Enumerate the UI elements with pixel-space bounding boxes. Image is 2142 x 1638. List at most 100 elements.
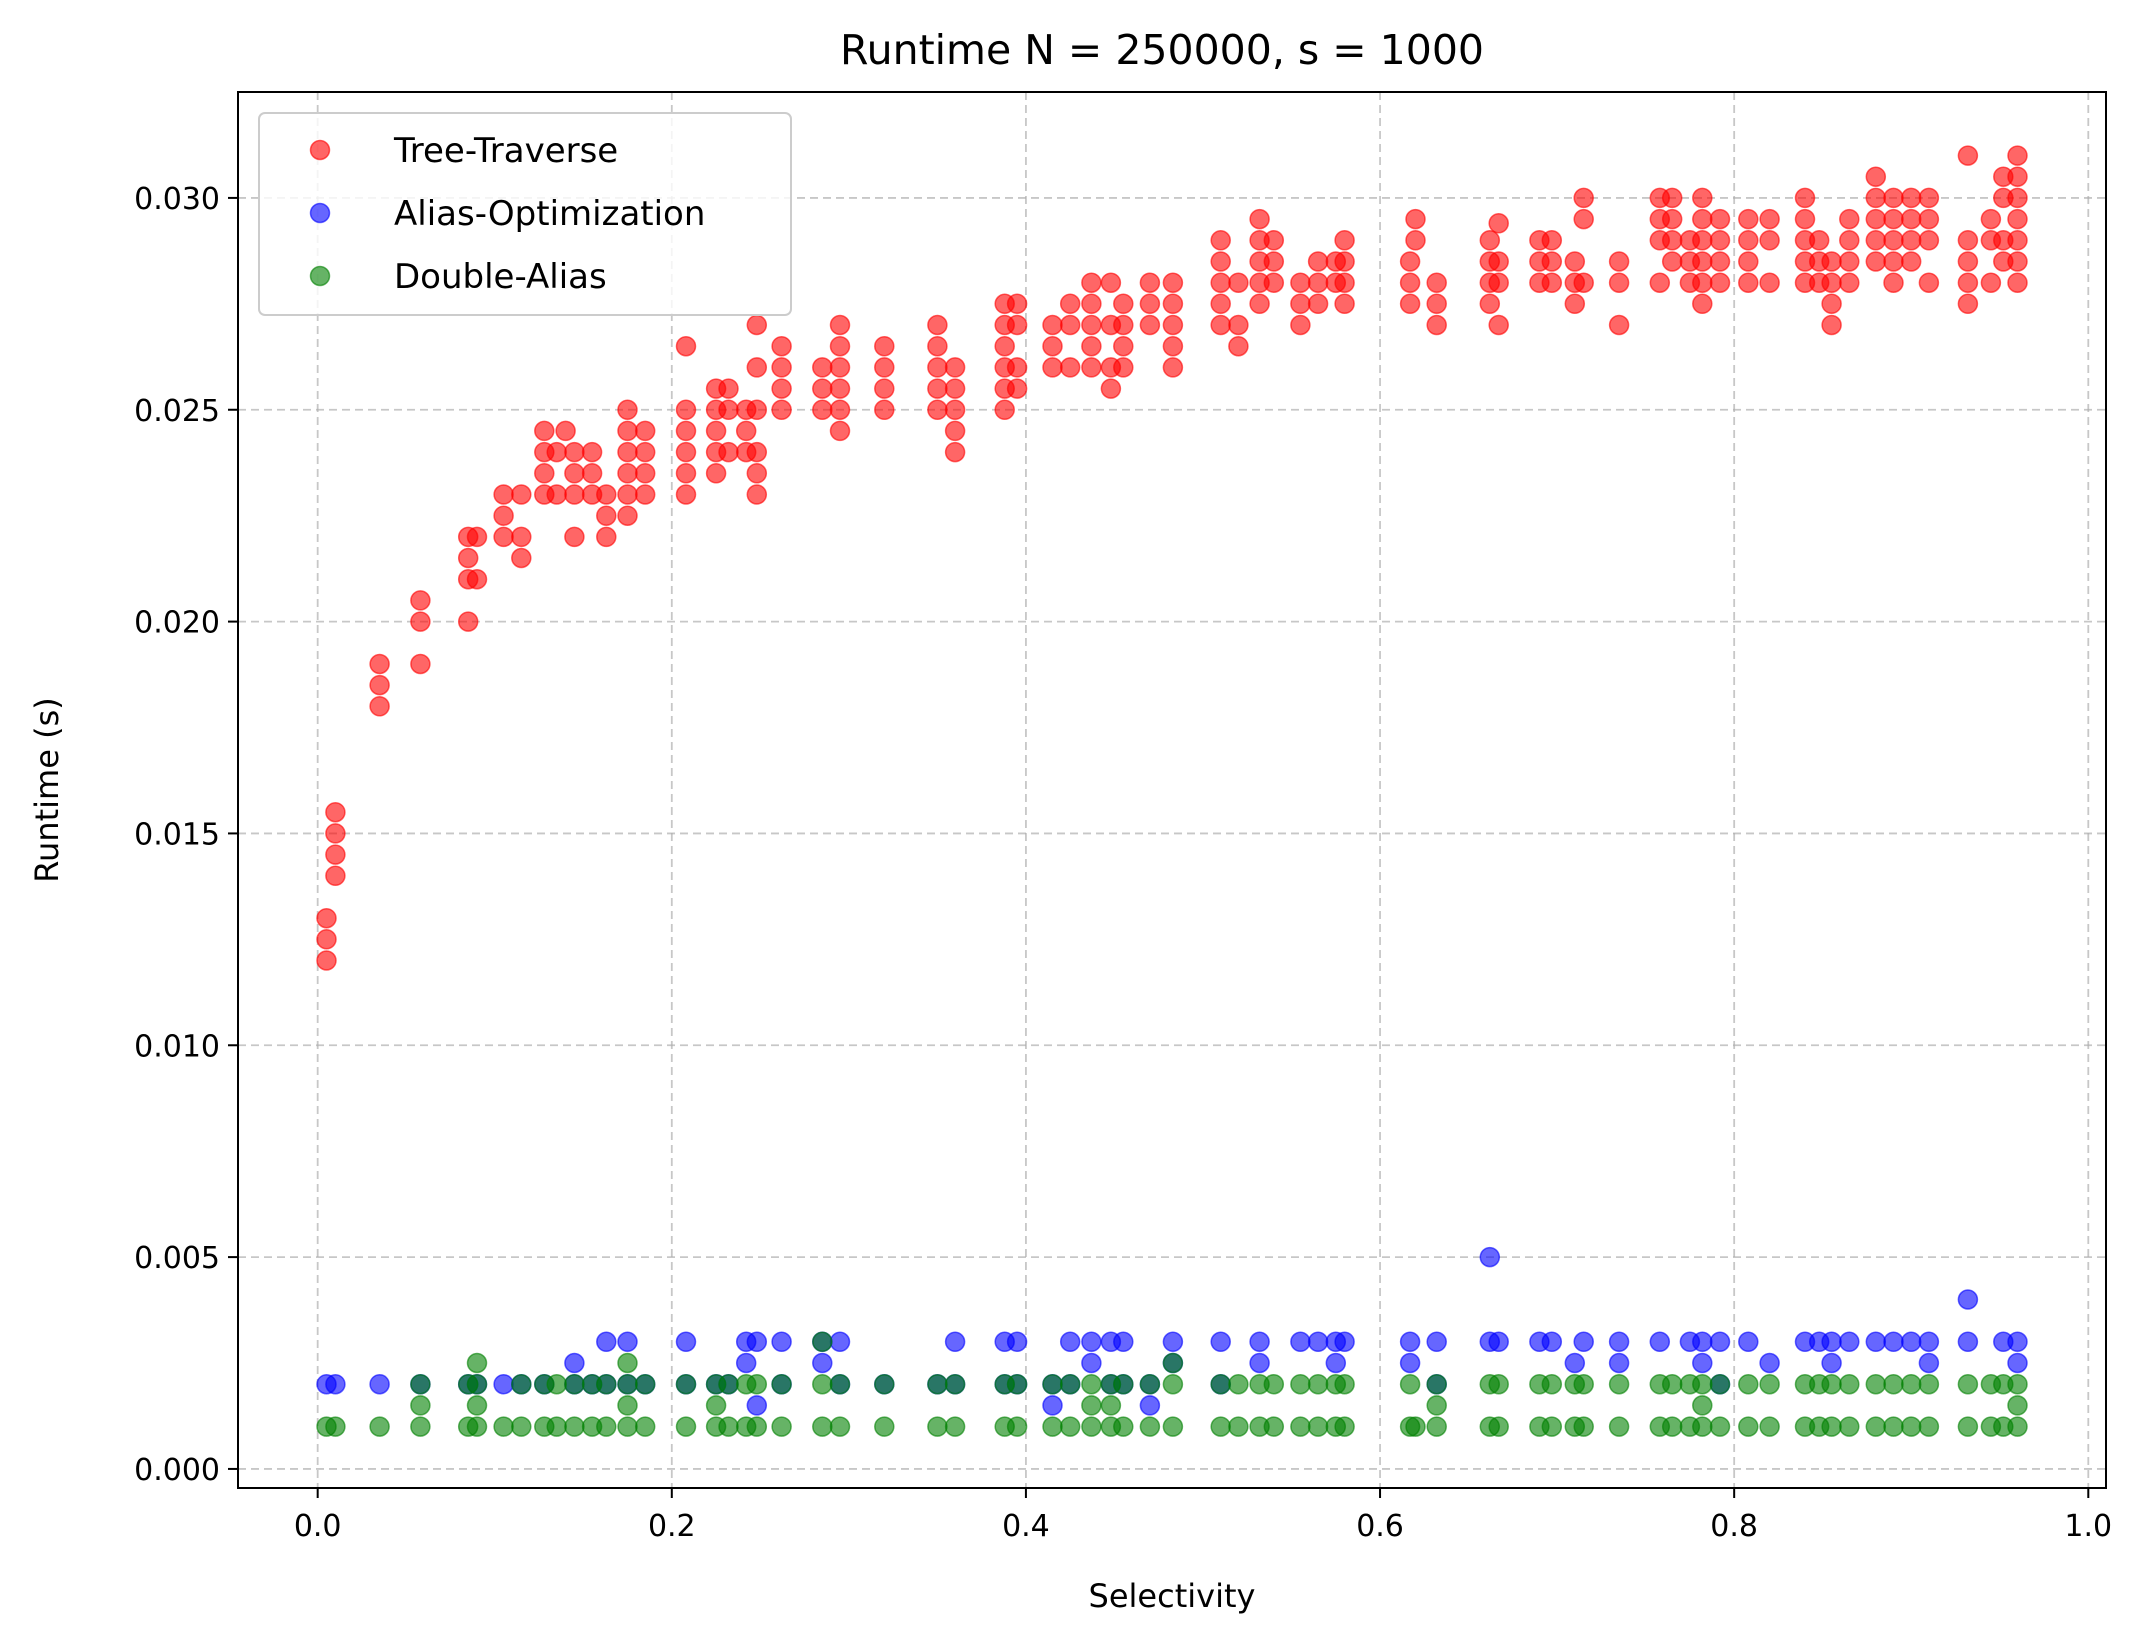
data-point bbox=[1100, 378, 1122, 399]
data-point bbox=[1100, 1395, 1122, 1416]
data-point bbox=[1006, 1373, 1028, 1395]
data-point bbox=[812, 378, 833, 399]
data-point bbox=[1290, 1373, 1311, 1395]
data-point bbox=[718, 378, 739, 399]
data-point bbox=[1573, 208, 1594, 230]
data-point bbox=[1865, 1373, 1887, 1395]
data-point bbox=[1006, 1416, 1028, 1437]
data-point bbox=[1692, 1352, 1713, 1374]
data-point bbox=[1918, 1373, 1940, 1395]
data-point bbox=[466, 1416, 488, 1437]
data-point bbox=[1661, 1373, 1683, 1395]
data-point bbox=[675, 484, 697, 505]
data-point bbox=[1399, 272, 1421, 293]
data-point bbox=[564, 463, 585, 484]
data-point bbox=[596, 1331, 617, 1353]
data-point bbox=[1957, 1289, 1979, 1310]
data-point bbox=[596, 505, 617, 526]
data-point bbox=[944, 441, 966, 463]
data-point bbox=[735, 420, 757, 442]
data-point bbox=[1042, 1373, 1063, 1395]
data-point bbox=[1865, 230, 1887, 251]
data-point bbox=[1608, 1373, 1630, 1395]
data-point bbox=[718, 1416, 739, 1437]
data-point bbox=[1162, 293, 1184, 315]
data-point bbox=[1228, 335, 1249, 357]
data-point bbox=[1957, 251, 1979, 272]
data-point bbox=[1865, 1331, 1887, 1353]
data-point bbox=[1307, 1331, 1329, 1353]
data-point bbox=[1573, 1416, 1594, 1437]
data-point bbox=[812, 1352, 833, 1374]
data-point bbox=[1661, 208, 1683, 230]
data-point bbox=[746, 399, 768, 421]
data-point bbox=[1139, 1416, 1161, 1437]
data-point bbox=[1759, 230, 1780, 251]
data-point bbox=[1081, 1373, 1102, 1395]
data-point bbox=[1479, 293, 1501, 315]
data-point bbox=[617, 484, 638, 505]
data-point bbox=[1162, 1416, 1184, 1437]
data-point bbox=[1900, 1373, 1922, 1395]
data-point bbox=[746, 463, 768, 484]
data-point bbox=[1042, 314, 1063, 336]
data-point bbox=[1692, 1373, 1713, 1395]
y-tick-label: 0.010 bbox=[134, 1029, 220, 1064]
y-tick-label: 0.000 bbox=[134, 1453, 220, 1488]
data-point bbox=[1900, 208, 1922, 230]
data-point bbox=[675, 441, 697, 463]
data-point bbox=[1900, 1416, 1922, 1437]
data-point bbox=[1210, 1373, 1231, 1395]
data-point bbox=[812, 357, 833, 378]
data-point bbox=[1081, 1331, 1102, 1353]
data-points bbox=[316, 145, 2028, 1437]
data-point bbox=[1210, 1416, 1231, 1437]
legend-marker-tree-traverse bbox=[309, 139, 331, 161]
data-point bbox=[617, 1416, 638, 1437]
data-point bbox=[634, 1416, 656, 1437]
data-point bbox=[511, 526, 532, 548]
data-point bbox=[1263, 272, 1285, 293]
data-point bbox=[1692, 1416, 1713, 1437]
data-point bbox=[1249, 1331, 1270, 1353]
data-point bbox=[1081, 1352, 1102, 1374]
y-tick-label: 0.030 bbox=[134, 182, 220, 217]
data-point bbox=[1839, 251, 1860, 272]
data-point bbox=[1249, 208, 1270, 230]
data-point bbox=[746, 1416, 768, 1437]
data-point bbox=[1918, 1416, 1940, 1437]
data-point bbox=[1426, 1416, 1447, 1437]
data-point bbox=[1479, 230, 1501, 251]
data-point bbox=[1488, 1373, 1509, 1395]
data-point bbox=[1821, 1416, 1842, 1437]
data-point bbox=[829, 335, 851, 357]
data-point bbox=[1957, 145, 1979, 166]
data-point bbox=[410, 653, 431, 675]
data-point bbox=[564, 526, 585, 548]
data-point bbox=[1883, 251, 1904, 272]
data-point bbox=[1307, 1373, 1329, 1395]
x-tick-label: 1.0 bbox=[2064, 1509, 2112, 1544]
data-point bbox=[617, 505, 638, 526]
data-point bbox=[1139, 1373, 1161, 1395]
data-point bbox=[1290, 314, 1311, 336]
data-point bbox=[2007, 1373, 2028, 1395]
data-point bbox=[771, 1373, 792, 1395]
x-tick-label: 0.2 bbox=[648, 1509, 696, 1544]
data-point bbox=[1162, 1373, 1184, 1395]
data-point bbox=[1541, 230, 1563, 251]
data-point bbox=[2007, 272, 2028, 293]
data-point bbox=[1608, 251, 1630, 272]
data-point bbox=[1649, 1331, 1671, 1353]
data-point bbox=[927, 378, 948, 399]
data-point bbox=[1006, 314, 1028, 336]
data-point bbox=[1709, 1373, 1731, 1395]
data-point bbox=[1162, 1352, 1184, 1374]
data-point bbox=[771, 399, 792, 421]
data-point bbox=[2007, 187, 2028, 209]
data-point bbox=[1541, 272, 1563, 293]
data-point bbox=[564, 1416, 585, 1437]
data-point bbox=[546, 441, 567, 463]
data-point bbox=[634, 484, 656, 505]
data-point bbox=[1162, 1331, 1184, 1353]
